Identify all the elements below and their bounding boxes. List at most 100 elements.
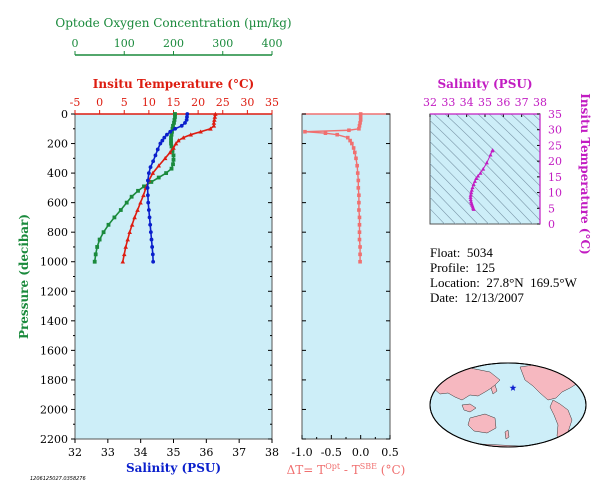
ts-point xyxy=(469,188,474,192)
profile-panel-background xyxy=(74,113,273,440)
oxygen-point xyxy=(171,157,176,162)
temperature-point xyxy=(132,215,137,220)
isopycnal-line xyxy=(430,163,489,224)
oxygen-point xyxy=(173,115,177,119)
delta-point xyxy=(357,222,362,227)
temperature-point xyxy=(156,163,162,168)
oxygen-point xyxy=(92,259,97,264)
temperature-tick-label: 30 xyxy=(240,96,254,109)
temperature-tick-label: 0 xyxy=(96,96,103,109)
profile-panel: 0200400600800100012001400160018002000220… xyxy=(17,16,292,475)
temperature-point xyxy=(211,120,217,125)
ts-temp-tick-label: 10 xyxy=(548,187,562,200)
oxygen-tick-label: 100 xyxy=(114,37,135,50)
salinity-tick-label: 32 xyxy=(68,446,82,459)
ts-point xyxy=(468,193,473,197)
delta-point xyxy=(357,126,361,131)
isopycnal-line xyxy=(430,196,456,224)
ts-point xyxy=(469,190,474,195)
delta-point xyxy=(356,186,361,190)
ts-panel-background xyxy=(429,113,541,225)
salinity-point xyxy=(147,215,152,220)
ts-point xyxy=(471,207,476,211)
salinity-point xyxy=(162,135,167,140)
land-japan xyxy=(490,384,498,395)
delta-point xyxy=(350,141,354,146)
temperature-tick-label: 5 xyxy=(121,96,128,109)
land-australia xyxy=(467,413,497,434)
temperature-point xyxy=(135,207,140,212)
pressure-tick-label: 0 xyxy=(61,108,68,121)
isopycnal-line xyxy=(430,174,478,224)
map-border xyxy=(429,362,587,448)
temperature-tick-label: 20 xyxy=(191,96,205,109)
delta-point xyxy=(354,156,358,161)
temperature-tick-label: 10 xyxy=(142,96,156,109)
temperature-point xyxy=(120,259,126,264)
temperature-point xyxy=(212,114,218,119)
ts-point xyxy=(481,166,486,171)
oxygen-point xyxy=(171,123,175,128)
oxygen-point xyxy=(149,180,154,184)
pressure-tick-label: 400 xyxy=(47,167,68,180)
salinity-point xyxy=(145,178,150,183)
oxygen-point xyxy=(172,118,177,122)
delta-point xyxy=(323,131,328,136)
salinity-point xyxy=(146,171,151,175)
delta-tick-label: 0.5 xyxy=(381,446,399,459)
ts-point xyxy=(468,197,473,202)
isopycnal-line xyxy=(430,152,500,224)
salinity-tick-label: 36 xyxy=(199,446,213,459)
isopycnal-line xyxy=(430,185,467,224)
salinity-axis-label: Salinity (PSU) xyxy=(126,461,221,475)
salinity-point xyxy=(185,112,190,116)
oxygen-axis-label: Optode Oxygen Concentration (µm/kg) xyxy=(55,16,291,30)
delta-point xyxy=(358,121,362,125)
oxygen-point xyxy=(101,230,106,235)
temperature-tick-label: 15 xyxy=(167,96,181,109)
temperature-point xyxy=(213,111,218,116)
ts-sal-axis-label: Salinity (PSU) xyxy=(437,77,532,91)
delta-point xyxy=(345,135,350,140)
temperature-point xyxy=(181,135,186,140)
delta-point xyxy=(357,124,362,128)
oxygen-point xyxy=(170,149,175,153)
oxygen-point xyxy=(170,126,175,131)
delta-point xyxy=(357,193,361,198)
salinity-point xyxy=(173,126,178,131)
temperature-tick-label: -5 xyxy=(70,96,81,109)
isopycnal-line xyxy=(430,130,522,224)
ts-point xyxy=(488,152,493,157)
ts-temp-axis-label: Insitu Temperature (°C) xyxy=(578,93,592,254)
salinity-point xyxy=(184,118,189,122)
oxygen-point xyxy=(129,194,134,199)
oxygen-point xyxy=(169,166,174,171)
oxygen-point xyxy=(169,135,173,140)
pressure-tick-label: 800 xyxy=(47,226,68,239)
delta-point xyxy=(357,200,361,205)
ts-sal-tick-label: 36 xyxy=(496,96,510,109)
salinity-point xyxy=(151,159,156,164)
salinity-tick-label: 33 xyxy=(101,446,115,459)
ts-sal-tick-label: 37 xyxy=(515,96,529,109)
temperature-point xyxy=(208,126,213,131)
salinity-point xyxy=(148,230,153,235)
oxygen-point xyxy=(156,175,161,180)
delta-label-superscript: SBE xyxy=(360,462,377,471)
delta-point xyxy=(347,128,351,133)
delta-point xyxy=(356,178,361,183)
temperature-point xyxy=(138,200,143,205)
isopycnal-line xyxy=(533,104,608,234)
oxygen-point xyxy=(173,112,177,116)
temperature-point xyxy=(176,138,181,143)
ts-point xyxy=(470,185,475,190)
oxygen-tick-label: 400 xyxy=(262,37,283,50)
oxygen-point xyxy=(171,153,176,158)
temperature-point xyxy=(125,237,130,242)
ts-temp-tick-label: 15 xyxy=(548,171,562,184)
oxygen-point xyxy=(95,245,100,249)
salinity-tick-label: 35 xyxy=(167,446,181,459)
delta-point xyxy=(358,252,362,257)
ts-sal-tick-label: 34 xyxy=(460,96,474,109)
isopycnal-line xyxy=(430,141,511,224)
